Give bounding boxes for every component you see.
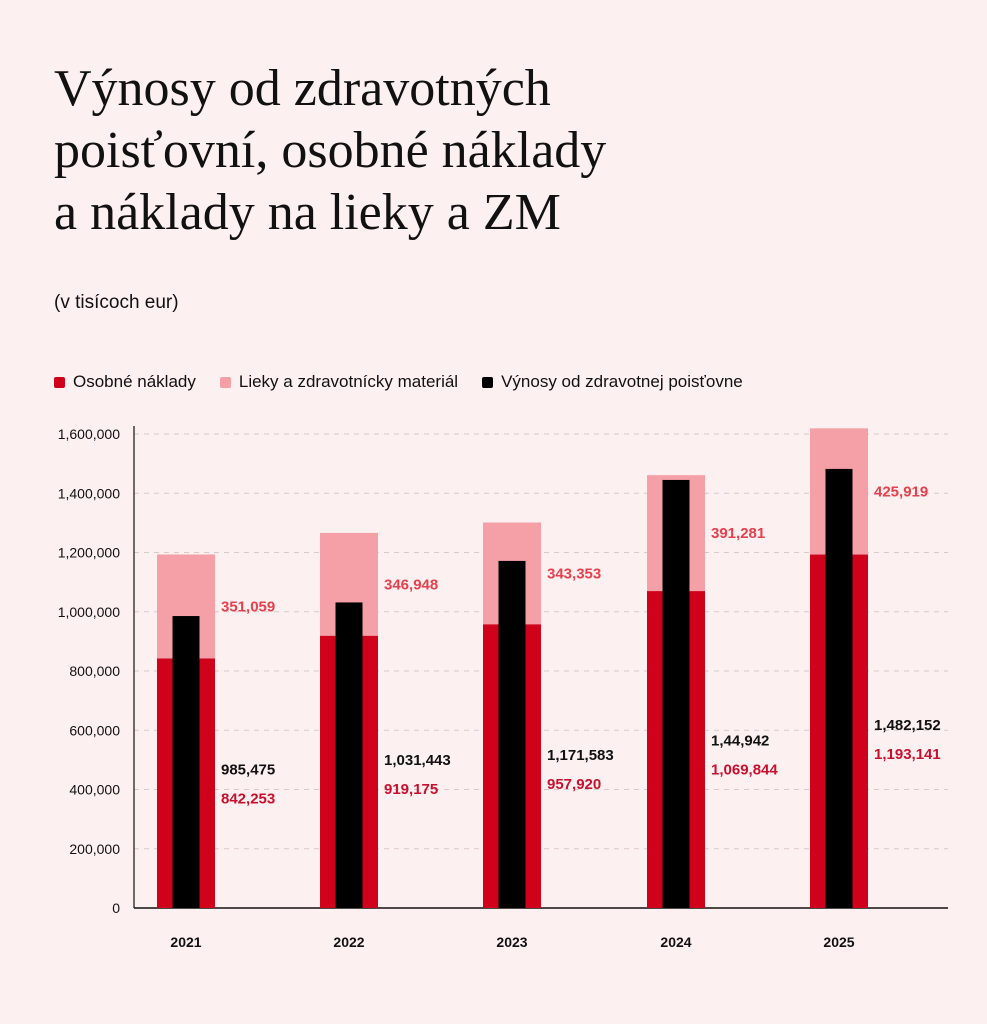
bar-vynosy: [335, 602, 363, 908]
title-line-3: a náklady na lieky a ZM: [54, 184, 561, 241]
y-tick-label: 0: [112, 900, 120, 916]
data-label-osobne-naklady: 1,193,141: [874, 746, 941, 763]
legend-label-osobne-naklady: Osobné náklady: [73, 372, 196, 391]
data-label-vynosy: 1,44,942: [711, 733, 769, 750]
chart-subtitle: (v tisícoch eur): [54, 292, 179, 313]
y-tick-label: 200,000: [69, 841, 120, 857]
y-tick-label: 600,000: [69, 722, 120, 738]
x-tick-label: 2023: [496, 934, 527, 950]
x-tick-label: 2024: [660, 934, 691, 950]
data-label-osobne-naklady: 919,175: [384, 781, 438, 798]
data-label-lieky: 351,059: [221, 598, 275, 615]
bar-vynosy: [498, 560, 526, 908]
data-label-lieky: 346,948: [384, 576, 438, 593]
legend-item-lieky: Lieky a zdravotnícky materiál: [219, 372, 459, 392]
data-label-vynosy: 985,475: [221, 762, 275, 779]
data-label-vynosy: 1,482,152: [874, 717, 941, 734]
legend-item-vynosy: Výnosy od zdravotnej poisťovne: [482, 372, 743, 392]
y-tick-label: 400,000: [69, 782, 120, 798]
y-tick-label: 1,400,000: [58, 485, 120, 501]
title-line-1: Výnosy od zdravotných: [54, 60, 551, 117]
bar-vynosy: [662, 479, 690, 908]
chart-title: Výnosy od zdravotných poisťovní, osobné …: [54, 58, 934, 244]
data-label-lieky: 343,353: [547, 565, 601, 582]
legend-swatch-vynosy: [482, 376, 494, 388]
y-tick-label: 800,000: [69, 663, 120, 679]
data-label-osobne-naklady: 957,920: [547, 776, 601, 793]
legend-item-osobne-naklady: Osobné náklady: [54, 372, 196, 392]
bar-vynosy: [825, 468, 853, 908]
data-label-lieky: 425,919: [874, 483, 928, 500]
x-tick-label: 2022: [333, 934, 364, 950]
data-label-osobne-naklady: 842,253: [221, 791, 275, 808]
x-tick-label: 2025: [823, 934, 854, 950]
bar-vynosy: [172, 616, 200, 908]
legend-swatch-osobne-naklady: [54, 376, 65, 388]
data-label-vynosy: 1,171,583: [547, 747, 614, 764]
y-tick-label: 1,200,000: [58, 545, 120, 561]
y-tick-label: 1,000,000: [58, 604, 120, 620]
legend-label-vynosy: Výnosy od zdravotnej poisťovne: [501, 372, 743, 391]
legend-label-lieky: Lieky a zdravotnícky materiál: [238, 372, 459, 391]
data-label-lieky: 391,281: [711, 525, 765, 542]
title-line-2: poisťovní, osobné náklady: [54, 122, 607, 179]
legend: Osobné náklady Lieky a zdravotnícky mate…: [54, 372, 767, 392]
data-label-vynosy: 1,031,443: [384, 752, 451, 769]
y-tick-label: 1,600,000: [58, 426, 120, 442]
legend-swatch-lieky: [219, 376, 231, 388]
data-label-osobne-naklady: 1,069,844: [711, 762, 778, 779]
x-tick-label: 2021: [170, 934, 201, 950]
